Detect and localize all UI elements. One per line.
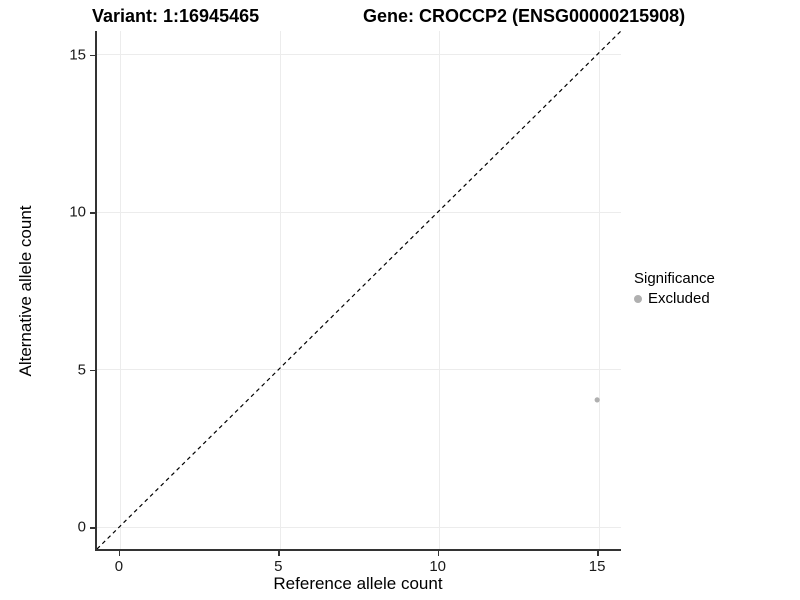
x-tick-mark <box>597 551 599 556</box>
gridline-vertical <box>279 31 281 549</box>
gene-title: Gene: CROCCP2 (ENSG00000215908) <box>363 6 686 26</box>
x-axis-title: Reference allele count <box>273 574 443 593</box>
y-tick-mark <box>90 527 95 529</box>
x-tick-label: 0 <box>114 558 124 575</box>
gridline-horizontal <box>97 54 621 56</box>
y-tick-mark <box>90 369 95 372</box>
y-tick-mark <box>90 212 95 214</box>
plot-panel <box>95 31 621 551</box>
y-tick-label: 0 <box>77 518 86 536</box>
y-tick-label: 10 <box>69 203 86 221</box>
gridline-vertical <box>120 31 122 549</box>
x-tick-label: 5 <box>274 558 283 575</box>
y-tick-mark <box>90 54 95 57</box>
gridline-horizontal <box>97 526 621 528</box>
legend-point-icon <box>634 294 642 303</box>
data-point <box>594 397 600 403</box>
y-axis-title: Alternative allele count <box>16 205 35 377</box>
variant-title: Variant: 1:16945465 <box>92 6 260 26</box>
x-tick-mark <box>437 551 440 556</box>
y-tick-label: 15 <box>69 46 86 64</box>
legend: Significance Excluded <box>634 270 715 307</box>
legend-title: Significance <box>634 270 715 287</box>
legend-entry-excluded: Excluded <box>634 290 715 307</box>
legend-entry-label: Excluded <box>648 290 710 307</box>
y-tick-label: 5 <box>77 361 86 379</box>
gridline-vertical <box>439 31 441 549</box>
identity-dashed-line <box>97 31 621 549</box>
gridline-vertical <box>598 31 600 549</box>
x-tick-label: 10 <box>429 558 447 575</box>
gridline-horizontal <box>97 211 621 213</box>
x-tick-label: 15 <box>588 558 606 575</box>
plot-canvas <box>97 31 621 549</box>
x-tick-mark <box>118 551 121 556</box>
x-tick-mark <box>278 551 280 556</box>
gridline-horizontal <box>97 369 621 371</box>
